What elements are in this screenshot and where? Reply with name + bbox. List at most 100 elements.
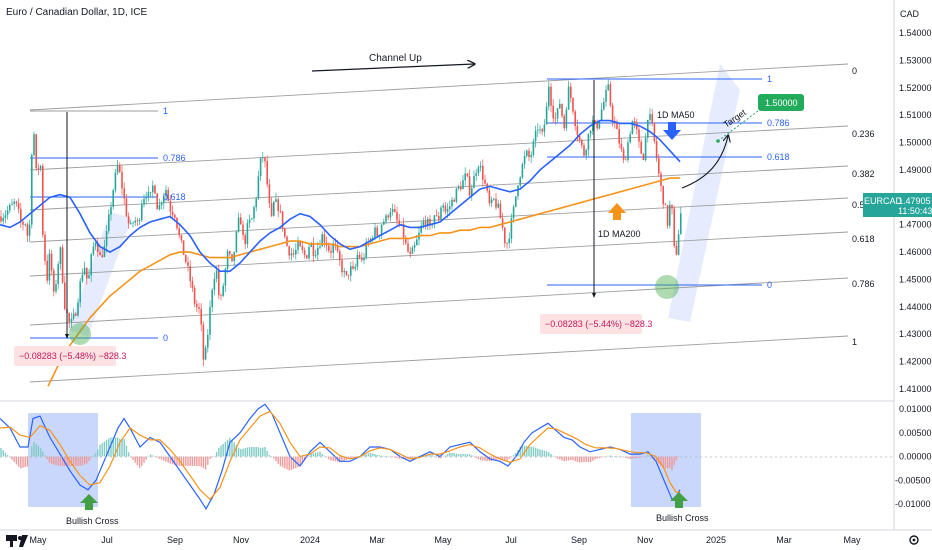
svg-text:0.786: 0.786 <box>767 118 790 128</box>
macd-hist-bar <box>182 456 185 466</box>
svg-text:1: 1 <box>767 74 772 84</box>
macd-hist-bar <box>275 456 277 462</box>
candle-body <box>583 145 585 156</box>
macd-hist-bar <box>99 444 101 457</box>
macd-hist-bar <box>363 454 365 457</box>
candle-body <box>11 203 13 206</box>
macd-hist-bar <box>369 452 372 457</box>
macd-hist-bar <box>464 454 466 457</box>
channel-line-1 <box>29 335 849 383</box>
candle-body <box>442 205 444 208</box>
price-tick-label: 1.52000 <box>899 83 932 93</box>
tradingview-logo-icon[interactable] <box>6 535 28 547</box>
candle-body <box>207 334 209 348</box>
target-dot <box>716 139 720 143</box>
candle-body <box>499 203 502 219</box>
candle-body <box>90 254 92 276</box>
candle-body <box>257 176 260 199</box>
candle-body <box>185 254 187 263</box>
macd-hist-bar <box>398 456 400 459</box>
macd-hist-bar <box>231 439 233 457</box>
macd-hist-bar <box>321 453 323 457</box>
macd-hist-bar <box>671 456 673 470</box>
candle-body <box>655 141 658 159</box>
candle-body <box>671 204 673 209</box>
macd-hist-bar <box>158 456 161 459</box>
macd-hist-bar <box>594 456 596 460</box>
candle-body <box>4 215 7 218</box>
candle-body <box>405 238 407 244</box>
macd-hist-bar <box>563 456 565 462</box>
macd-tick-label: 0.01000 <box>899 404 932 414</box>
macd-hist-bar <box>156 456 158 458</box>
time-tick-label: Sep <box>571 535 587 545</box>
price-tick-label: 1.49000 <box>899 165 932 175</box>
candle-body <box>578 135 581 141</box>
macd-hist-bar <box>255 447 257 457</box>
candle-body <box>310 242 312 247</box>
candle-body <box>2 217 4 222</box>
macd-line <box>0 403 681 510</box>
price-tick-label: 1.43000 <box>899 329 932 339</box>
macd-hist-bar <box>176 456 178 466</box>
candle-body <box>28 224 31 236</box>
candle-body <box>444 205 447 212</box>
macd-hist-bar <box>572 456 574 461</box>
svg-text:0.5: 0.5 <box>852 200 865 210</box>
macd-tick-label: -0.00500 <box>895 475 931 485</box>
target-curve-arrow <box>681 136 728 189</box>
channel-lines <box>29 63 849 383</box>
candle-body <box>438 216 440 220</box>
candle-body <box>105 231 108 246</box>
candle-body <box>651 114 653 123</box>
measure-text-left: −0.08283 (−5.48%) −828.3 <box>19 351 126 361</box>
macd-hist-bar <box>530 446 532 457</box>
candle-body <box>627 142 629 160</box>
last-price-label: 1.47905 <box>898 196 931 206</box>
settings-gear-icon[interactable] <box>909 535 919 545</box>
svg-text:0: 0 <box>767 280 772 290</box>
candle-body <box>138 220 141 222</box>
candle-body <box>411 247 414 254</box>
macd-hist-bar <box>198 456 200 466</box>
candle-body <box>108 214 110 232</box>
macd-hist-bar <box>642 456 645 458</box>
channel-highlight-left <box>68 212 132 336</box>
macd-hist-bar <box>75 456 77 466</box>
macd-hist-bar <box>2 450 4 457</box>
candle-body <box>317 247 319 255</box>
candle-body <box>312 242 315 256</box>
macd-hist-bar <box>607 455 609 457</box>
time-tick-label: Nov <box>233 535 250 545</box>
candle-body <box>383 221 385 225</box>
time-tick-label: Jul <box>505 535 517 545</box>
macd-hist-bar <box>552 455 554 457</box>
macd-hist-bar <box>207 456 209 465</box>
macd-hist-bar <box>482 456 484 461</box>
candle-body <box>253 207 255 219</box>
candle-body <box>490 199 493 204</box>
candle-body <box>295 249 297 255</box>
macd-hist-bar <box>284 456 286 469</box>
candle-body <box>508 238 510 244</box>
candle-body <box>609 84 612 106</box>
candle-body <box>422 221 425 226</box>
countdown-label: 11:50:43 <box>898 206 932 216</box>
macd-hist-bar <box>433 456 436 457</box>
svg-text:0.236: 0.236 <box>852 129 875 139</box>
macd-hist-bar <box>561 456 563 461</box>
macd-hist-bar <box>59 456 62 466</box>
price-tick-label: 1.46000 <box>899 247 932 257</box>
candle-body <box>154 185 156 194</box>
macd-hist-bar <box>512 454 515 457</box>
candle-body <box>550 86 552 106</box>
candle-body <box>512 206 515 219</box>
candle-body <box>77 302 79 316</box>
candle-body <box>57 264 59 285</box>
signal-line <box>0 410 680 501</box>
candle-body <box>581 140 583 146</box>
candle-body <box>112 190 114 207</box>
channel-line-0382 <box>29 165 849 211</box>
candle-body <box>457 186 460 189</box>
